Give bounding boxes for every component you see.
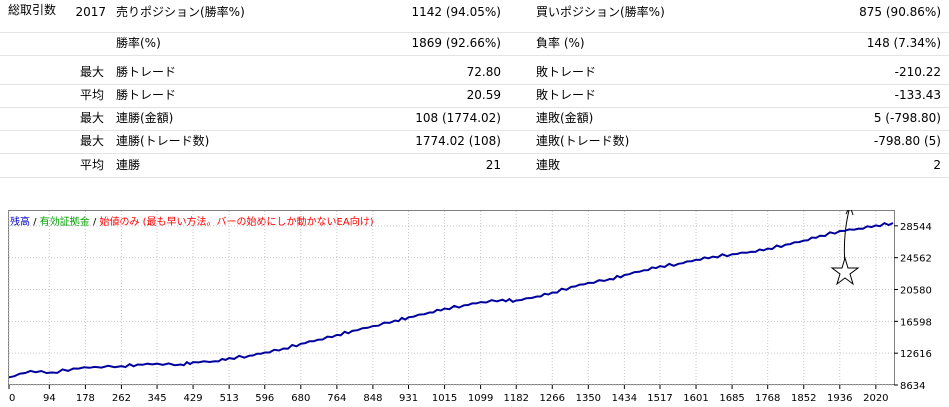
stats-row: 最大 連勝(トレード数) 1774.02 (108) 連敗(トレード数) -798.80… [0, 131, 949, 154]
x-tick-label: 1099 [468, 393, 493, 404]
x-tick-label: 262 [112, 393, 131, 404]
stat-name-right: 連敗(金額) [536, 111, 594, 125]
chart-legend: 残高 / 有効証拠金 / 始値のみ (最も早い方法。バーの始めにしか動かないEA… [10, 213, 374, 228]
x-tick-label: 513 [220, 393, 239, 404]
stat-name-left: 勝トレード [116, 65, 177, 79]
stat-value-left: 72.80 [466, 65, 501, 79]
stat-qualifier: 最大 [80, 111, 105, 125]
x-tick-label: 1768 [755, 393, 780, 404]
legend-separator: / [30, 217, 40, 228]
stat-total-trades: 2017 [75, 5, 106, 19]
x-tick-label: 1350 [576, 393, 601, 404]
stat-name-left: 連勝 [116, 158, 141, 172]
stat-qualifier: 最大 [80, 65, 105, 79]
x-tick-label: 2020 [863, 393, 888, 404]
y-tick-label: 16598 [900, 317, 932, 328]
x-tick-label: 94 [43, 393, 56, 404]
stat-value-right: -210.22 [894, 65, 941, 79]
y-tick-label: 8634 [900, 381, 925, 392]
x-tick-label: 429 [184, 393, 203, 404]
x-tick-label: 1434 [612, 393, 637, 404]
stat-name-right: 敗トレード [536, 65, 597, 79]
stat-name-left: 勝率(%) [116, 36, 161, 50]
stat-value-left: 20.59 [466, 88, 501, 102]
stat-name-left: 勝トレード [116, 88, 177, 102]
x-tick-label: 848 [363, 393, 382, 404]
stats-row: 勝率(%) 1869 (92.66%) 負率 (%) 148 (7.34%) [0, 33, 949, 56]
y-tick-label: 12616 [900, 349, 932, 360]
stat-value-left: 1142 (94.05%) [411, 5, 501, 19]
x-tick-label: 1182 [504, 393, 529, 404]
stat-name-left: 売りポジション(勝率%) [116, 5, 245, 19]
x-tick-label: 596 [255, 393, 274, 404]
x-tick-label: 1852 [791, 393, 816, 404]
stat-value-left: 1869 (92.66%) [411, 36, 501, 50]
stat-value-right: -798.80 (5) [873, 134, 941, 148]
x-tick-label: 178 [76, 393, 95, 404]
stat-name-right: 連敗 [536, 158, 561, 172]
x-axis: 0 94 178 262 345 429 513 596 680 764 848 931 1015 109… [8, 385, 889, 404]
x-tick-label: 680 [291, 393, 310, 404]
stat-value-left: 108 (1774.02) [415, 111, 501, 125]
stat-name-right: 敗トレード [536, 88, 597, 102]
stat-value-right: -133.43 [894, 88, 941, 102]
star-icon [830, 256, 860, 286]
stat-qualifier: 最大 [80, 134, 105, 148]
legend-separator: / [89, 217, 100, 228]
stats-row: 平均 連勝 21 連敗 2 [0, 155, 949, 178]
stat-row-label: 総取引数 [8, 3, 57, 17]
stat-name-left: 連勝(金額) [116, 111, 174, 125]
stat-value-right: 2 [933, 158, 941, 172]
x-tick-label: 764 [327, 393, 346, 404]
stat-name-right: 買いポジション(勝率%) [536, 5, 665, 19]
stat-name-left: 連勝(トレード数) [116, 134, 210, 148]
x-tick-label: 345 [148, 393, 167, 404]
stat-value-right: 5 (-798.80) [873, 111, 941, 125]
grid [8, 211, 893, 386]
x-tick-label: 1266 [540, 393, 565, 404]
x-tick-label: 1936 [827, 393, 852, 404]
x-tick-label: 931 [399, 393, 418, 404]
stat-value-left: 21 [485, 158, 501, 172]
x-tick-label: 1685 [719, 393, 744, 404]
stat-value-left: 1774.02 (108) [415, 134, 501, 148]
plot-frame [8, 210, 895, 385]
y-tick-label: 24562 [900, 254, 932, 265]
legend-equity: 有効証拠金 [39, 217, 90, 228]
star-annotation [830, 210, 860, 286]
stats-row: 最大 連勝(金額) 108 (1774.02) 連敗(金額) 5 (-798.80) [0, 108, 949, 131]
arrowhead-icon [845, 210, 854, 216]
stat-qualifier: 平均 [80, 158, 105, 172]
y-tick-label: 28544 [900, 222, 932, 233]
x-tick-label: 1015 [432, 393, 457, 404]
balance-line [8, 221, 894, 379]
arrow-icon [843, 210, 850, 266]
y-tick-label: 20580 [900, 286, 932, 297]
stat-name-right: 連敗(トレード数) [536, 134, 630, 148]
x-tick-label: 0 [9, 393, 15, 404]
stat-value-right: 875 (90.86%) [859, 5, 941, 19]
y-axis: 8634 12616 16598 20580 24562 28544 [894, 222, 932, 392]
balance-chart: 0 94 178 262 345 429 513 596 680 764 848 931 1015 109… [8, 210, 932, 404]
x-tick-label: 1601 [683, 393, 708, 404]
stat-value-right: 148 (7.34%) [866, 36, 941, 50]
stats-row: 総取引数 2017 売りポジション(勝率%) 1142 (94.05%) 買いポジション… [0, 2, 949, 33]
stats-row: 平均 勝トレード 20.59 敗トレード -133.43 [0, 85, 949, 108]
legend-balance: 残高 [10, 217, 30, 228]
stat-name-right: 負率 (%) [536, 36, 585, 50]
x-tick-label: 1517 [647, 393, 672, 404]
stat-qualifier: 平均 [80, 88, 105, 102]
legend-model-note: 始値のみ (最も早い方法。バーの始めにしか動かないEA向け) [99, 217, 374, 228]
stats-row: 最大 勝トレード 72.80 敗トレード -210.22 [0, 62, 949, 85]
statistics-table: 総取引数 2017 売りポジション(勝率%) 1142 (94.05%) 買いポジション… [0, 2, 949, 178]
